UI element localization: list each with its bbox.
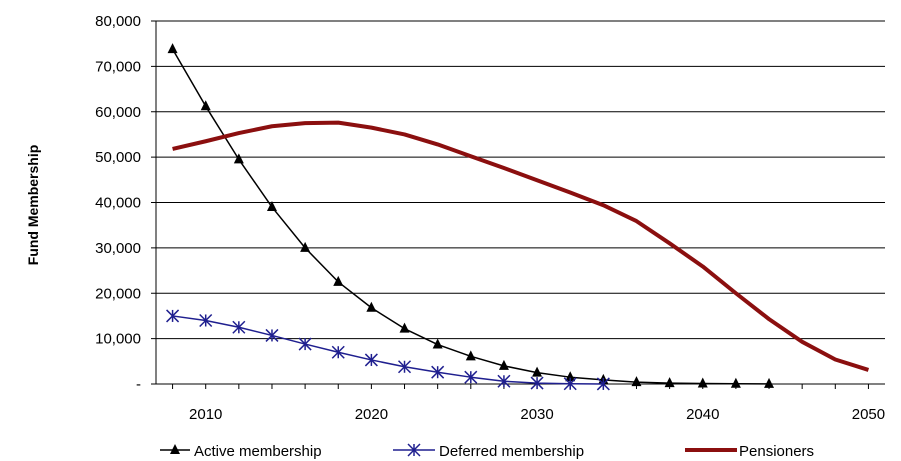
data-point [300, 241, 311, 252]
data-point [498, 359, 509, 370]
legend-item-1: Active membership [160, 443, 322, 460]
x-tick-label: 2040 [686, 406, 719, 423]
data-point [298, 337, 312, 351]
y-tick-label: 60,000 [95, 104, 141, 121]
y-tick-label: 10,000 [95, 331, 141, 348]
y-tick-label: 50,000 [95, 149, 141, 166]
data-point [200, 100, 211, 111]
legend-label: Pensioners [739, 443, 814, 460]
data-point [465, 350, 476, 361]
data-point [631, 376, 642, 387]
x-tick-label: 2020 [355, 406, 388, 423]
gridlines [156, 20, 885, 340]
data-point [166, 309, 180, 323]
y-tick-label: 80,000 [95, 13, 141, 30]
data-point [464, 370, 478, 384]
y-tick-label: - [136, 376, 141, 393]
data-point [333, 275, 344, 286]
data-point [399, 322, 410, 333]
axes [151, 20, 885, 389]
x-tick-label: 2050 [852, 406, 885, 423]
y-axis-title: Fund Membership [25, 145, 41, 266]
data-point [697, 377, 708, 388]
data-point [596, 377, 610, 391]
y-tick-label: 30,000 [95, 240, 141, 257]
legend-label: Deferred membership [439, 443, 584, 460]
data-point [266, 201, 277, 212]
data-point [364, 353, 378, 367]
data-point [232, 320, 246, 334]
legend-marker [170, 444, 180, 454]
legend-item-2: Deferred membership [393, 443, 584, 460]
data-point [532, 366, 543, 377]
data-point [764, 377, 775, 388]
legend-marker [407, 443, 421, 457]
data-point [233, 153, 244, 164]
data-point [431, 365, 445, 379]
data-point [397, 360, 412, 374]
series-line-3 [172, 120, 870, 372]
legend: Active membership Deferred membership Pens… [160, 443, 814, 460]
series-line-2 [172, 315, 604, 385]
data-point [265, 328, 279, 342]
legend-item-3: Pensioners [685, 443, 814, 460]
tick-labels: - 10,000 20,000 30,000 40,000 50,000 60,000 70,… [95, 13, 885, 423]
data-point [366, 301, 377, 312]
data-point [563, 377, 577, 391]
x-tick-label: 2030 [520, 406, 553, 423]
y-tick-label: 70,000 [95, 58, 141, 75]
legend-label: Active membership [194, 443, 322, 460]
series-lines [166, 43, 870, 391]
data-point [565, 371, 576, 382]
x-tick-label: 2010 [189, 406, 222, 423]
data-point [664, 377, 675, 388]
data-point [199, 313, 213, 328]
y-tick-label: 40,000 [95, 195, 141, 212]
data-point [730, 377, 741, 388]
y-tick-label: 20,000 [95, 285, 141, 302]
data-point [497, 374, 511, 388]
data-point [331, 345, 345, 359]
data-point [167, 43, 178, 54]
data-point [530, 376, 544, 390]
data-point [432, 338, 443, 349]
